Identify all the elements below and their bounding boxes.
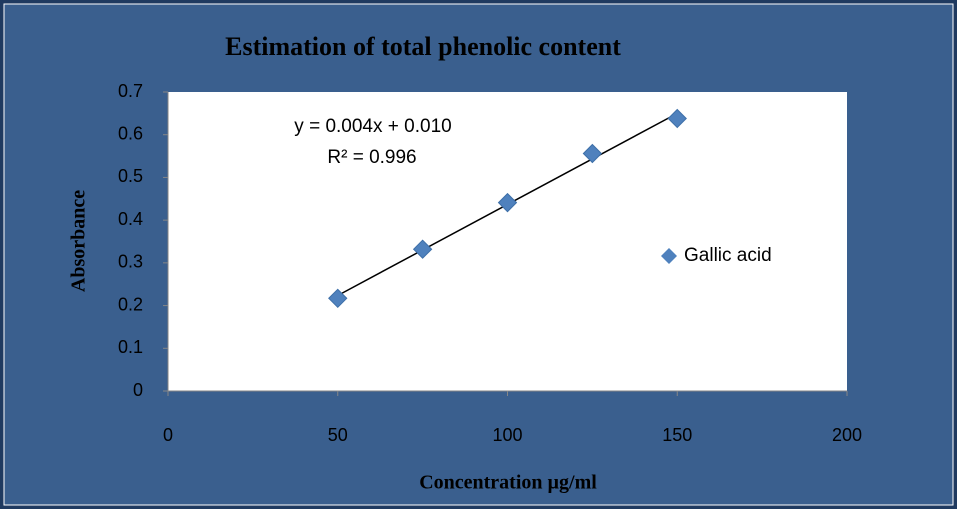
y-tick-label: 0.3 <box>118 252 143 272</box>
x-tick-label: 100 <box>492 425 522 445</box>
point <box>582 143 603 164</box>
point <box>328 288 348 309</box>
point <box>497 192 518 213</box>
x-axis-label: Concentration µg/ml <box>419 472 597 494</box>
legend-marker <box>661 248 677 264</box>
y-tick-label: 0.7 <box>118 81 143 101</box>
legend-label: Gallic acid <box>684 245 772 266</box>
y-axis-label: Absorbance <box>68 190 90 292</box>
plot-area <box>168 92 847 391</box>
y-tick-label: 0 <box>133 380 143 400</box>
x-tick-label: 50 <box>328 425 348 445</box>
y-tick-label: 0.4 <box>118 209 143 229</box>
y-tick-label: 0.2 <box>118 294 143 314</box>
chart-title: Estimation of total phenolic content <box>225 32 621 61</box>
x-tick-label: 200 <box>832 425 862 445</box>
annotation: R² = 0.996 <box>327 147 416 168</box>
y-tick-label: 0.1 <box>118 337 143 357</box>
y-tick-label: 0.5 <box>118 166 143 186</box>
y-tick-label: 0.6 <box>118 123 143 143</box>
x-tick-label: 150 <box>662 425 692 445</box>
point <box>667 108 687 129</box>
annotation: y = 0.004x + 0.010 <box>294 116 451 137</box>
x-tick-label: 0 <box>163 425 173 445</box>
point <box>412 239 433 259</box>
